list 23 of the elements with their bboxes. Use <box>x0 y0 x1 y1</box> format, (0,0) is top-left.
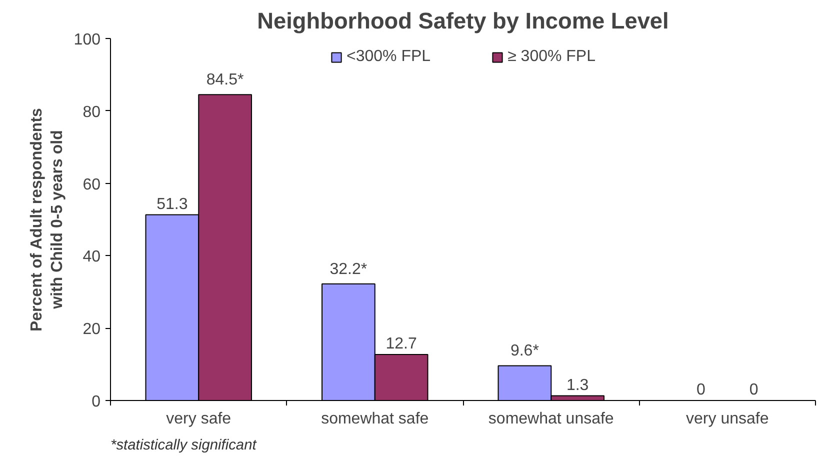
chart-title: Neighborhood Safety by Income Level <box>257 8 669 34</box>
y-tick-label: 0 <box>92 394 101 410</box>
y-tick-label: 40 <box>82 248 101 266</box>
y-tick-label: 100 <box>74 32 101 48</box>
data-label: 0 <box>749 382 758 398</box>
y-tick-label: 60 <box>82 176 101 194</box>
data-label: 51.3 <box>156 196 188 213</box>
data-label: 1.3 <box>566 376 589 394</box>
y-axis-title: Percent of Adult respondents with Child 0-5 years old <box>28 108 66 332</box>
x-tick-label: very unsafe <box>686 410 769 428</box>
data-label: 84.5* <box>206 72 244 89</box>
data-label: 9.6* <box>510 342 539 360</box>
legend-label: <300% FPL <box>346 48 431 66</box>
y-tick-label: 80 <box>82 104 101 121</box>
legend-label: ≥ 300% FPL <box>508 48 596 66</box>
data-label: 0 <box>696 382 706 398</box>
x-tick-label: very safe <box>166 410 232 428</box>
y-tick-label: 20 <box>82 321 101 338</box>
x-tick-label: somewhat safe <box>321 410 429 428</box>
x-tick-label: somewhat unsafe <box>488 410 614 428</box>
data-label: 32.2* <box>330 260 368 278</box>
text: *statistically significant <box>110 438 258 454</box>
data-label: 12.7 <box>386 336 417 353</box>
